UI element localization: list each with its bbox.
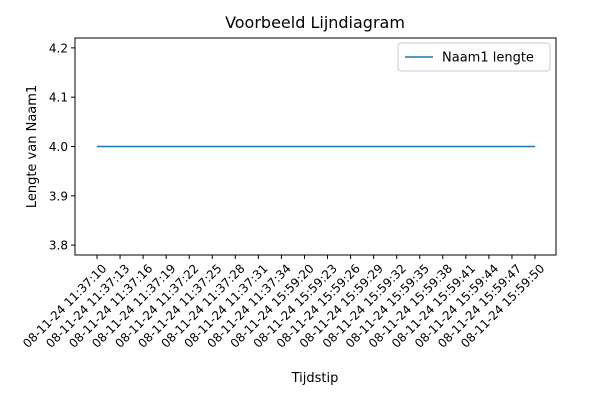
y-tick-label: 4.1 (49, 91, 68, 105)
y-axis-label: Lengte van Naam1 (25, 85, 40, 208)
legend-label: Naam1 lengte (442, 51, 534, 66)
y-tick-label: 3.8 (49, 239, 68, 253)
x-axis-label: Tijdstip (291, 371, 339, 386)
legend-box (397, 42, 551, 72)
legend: Naam1 lengte (397, 42, 551, 72)
y-axis: 3.8 3.9 4.0 4.1 4.2 (49, 41, 75, 253)
y-tick-label: 4.0 (49, 140, 68, 154)
chart-title: Voorbeeld Lijndiagram (225, 13, 405, 32)
y-tick-label: 4.2 (49, 41, 68, 55)
y-tick-label: 3.9 (49, 189, 68, 203)
